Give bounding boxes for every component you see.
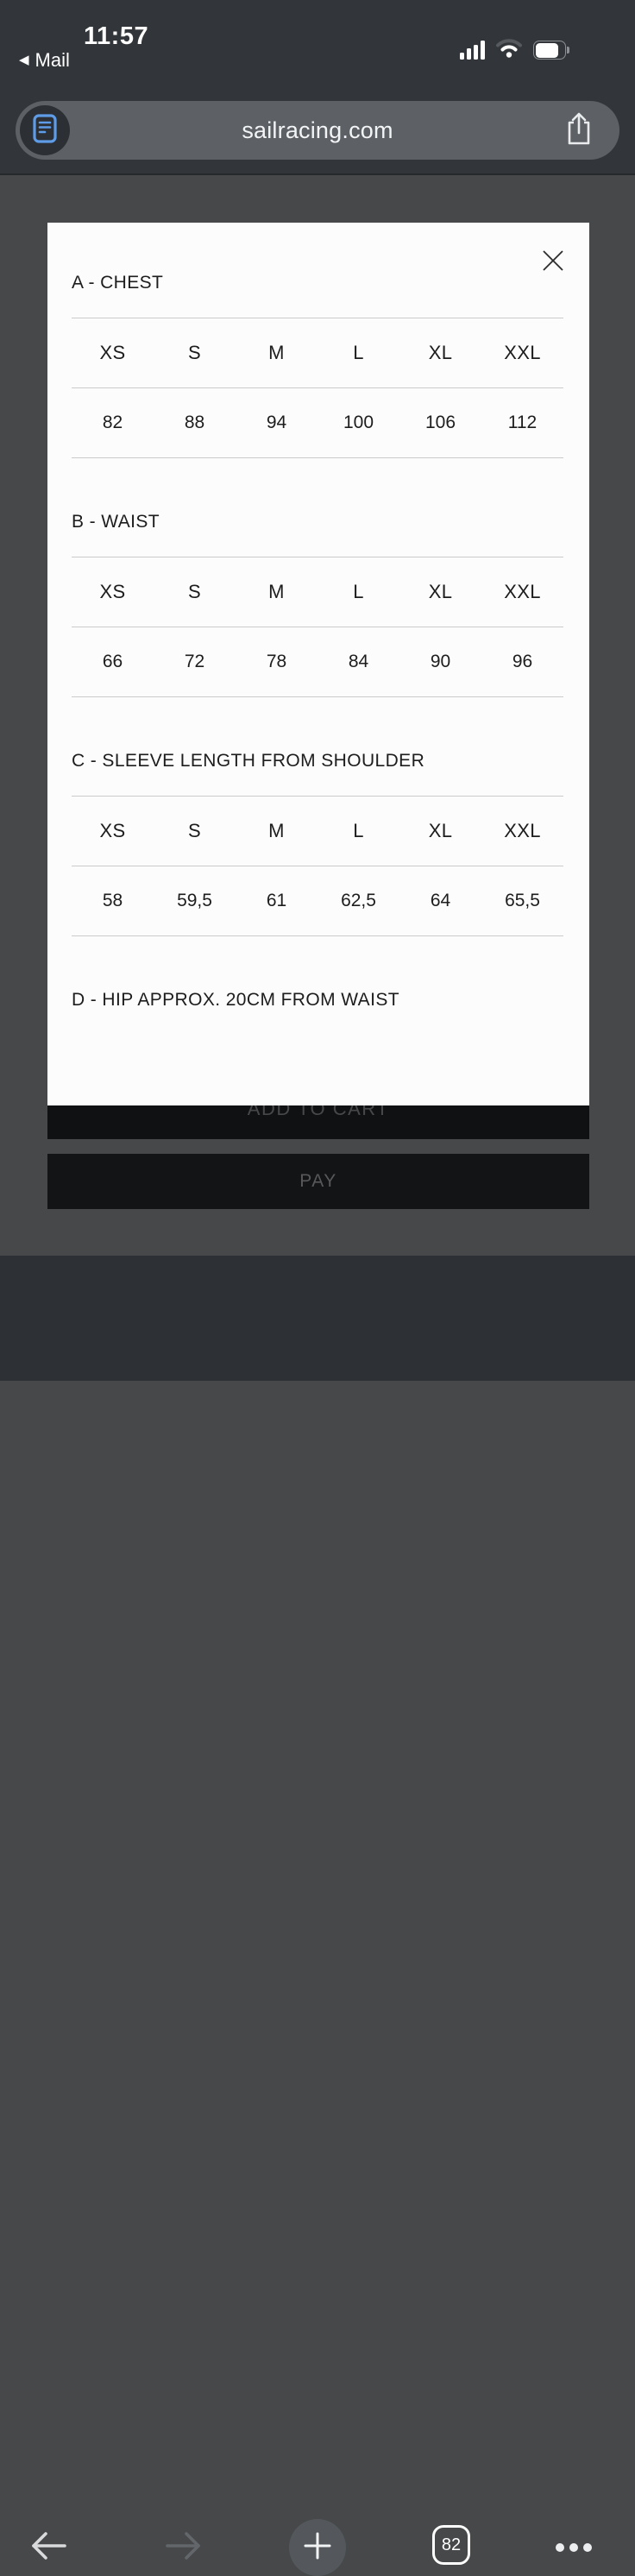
size-value-row: 58 59,5 61 62,5 64 65,5: [72, 866, 563, 936]
close-modal-button[interactable]: [540, 249, 566, 275]
size-label: XL: [428, 342, 453, 363]
size-section: B - WAIST XS S M L XL XXL 66 72 78 84 90 96: [72, 510, 563, 697]
size-label: L: [353, 820, 364, 841]
size-value: 66: [102, 652, 123, 671]
back-arrow-icon: [28, 2527, 70, 2569]
size-label: S: [188, 820, 201, 841]
wifi-icon: [495, 38, 523, 62]
more-options-button[interactable]: [550, 2527, 597, 2568]
size-value: 96: [512, 652, 533, 671]
size-label: XL: [428, 581, 453, 602]
size-value: 61: [266, 891, 287, 910]
section-title: B - WAIST: [72, 512, 160, 532]
size-value-row: 66 72 78 84 90 96: [72, 627, 563, 697]
section-title: A - CHEST: [72, 273, 164, 293]
size-label: M: [268, 342, 285, 363]
size-label: L: [353, 342, 364, 363]
cellular-signal-icon: [460, 41, 485, 60]
back-app-label: Mail: [35, 49, 70, 71]
size-header-row: XS S M L XL XXL: [72, 318, 563, 388]
size-value: 58: [102, 891, 123, 910]
pay-label: PAY: [299, 1171, 337, 1191]
back-to-mail-button[interactable]: ◀ Mail: [19, 49, 70, 72]
size-section: A - CHEST XS S M L XL XXL 82 88 94 100 106 112: [72, 271, 563, 458]
size-label: XXL: [504, 581, 541, 602]
size-value: 112: [507, 413, 538, 432]
size-label: L: [353, 581, 364, 602]
size-value: 88: [184, 413, 205, 432]
url-bar[interactable]: sailracing.com: [16, 101, 619, 160]
browser-toolbar: 82: [0, 1256, 635, 2576]
forward-arrow-icon: [162, 2527, 204, 2569]
size-value: 84: [348, 652, 369, 671]
size-table: XS S M L XL XXL 58 59,5 61 62,5 64 65,5: [72, 796, 563, 936]
size-value: 65,5: [505, 891, 540, 910]
forward-button[interactable]: [162, 2527, 204, 2568]
size-value: 62,5: [341, 891, 376, 910]
size-value: 90: [430, 652, 451, 671]
size-header-row: XS S M L XL XXL: [72, 557, 563, 627]
size-label: M: [268, 820, 285, 841]
size-value-row: 82 88 94 100 106 112: [72, 388, 563, 458]
size-header-row: XS S M L XL XXL: [72, 797, 563, 866]
size-value: 106: [424, 413, 456, 432]
size-label: XS: [99, 820, 126, 841]
pay-button[interactable]: PAY: [47, 1154, 589, 1209]
size-guide-modal: A - CHEST XS S M L XL XXL 82 88 94 100 106 112 B -…: [47, 223, 589, 1105]
size-value: 100: [343, 413, 374, 432]
size-value: 82: [102, 413, 123, 432]
back-button[interactable]: [28, 2527, 70, 2568]
status-time: 11:57: [84, 22, 149, 50]
size-value: 59,5: [177, 891, 212, 910]
back-triangle-icon: ◀: [19, 53, 29, 67]
size-table: XS S M L XL XXL 82 88 94 100 106 112: [72, 318, 563, 458]
size-section: D - HIP APPROX. 20CM FROM WAIST: [72, 988, 563, 1012]
ellipsis-icon: [556, 2543, 564, 2552]
tabs-button[interactable]: 82: [432, 2525, 470, 2565]
battery-icon: [533, 41, 569, 60]
reader-icon: [33, 113, 57, 148]
close-icon: [541, 249, 565, 277]
size-table: XS S M L XL XXL 66 72 78 84 90 96: [72, 557, 563, 697]
status-icons: [460, 38, 569, 62]
size-label: S: [188, 342, 201, 363]
share-icon: [563, 110, 594, 151]
url-text[interactable]: sailracing.com: [242, 117, 393, 143]
share-button[interactable]: [561, 112, 597, 148]
size-label: M: [268, 581, 285, 602]
new-tab-button[interactable]: [289, 2519, 346, 2576]
size-label: S: [188, 581, 201, 602]
reader-view-button[interactable]: [20, 105, 70, 155]
size-value: 72: [184, 652, 205, 671]
size-value: 94: [266, 413, 287, 432]
size-label: XXL: [504, 820, 541, 841]
size-label: XXL: [504, 342, 541, 363]
size-label: XS: [99, 581, 126, 602]
safari-header: 11:57 ◀ Mail: [0, 0, 635, 175]
section-title: C - SLEEVE LENGTH FROM SHOULDER: [72, 751, 425, 771]
size-value: 78: [266, 652, 287, 671]
tab-count-badge: 82: [441, 2535, 462, 2554]
plus-icon: [302, 2530, 333, 2566]
section-title: D - HIP APPROX. 20CM FROM WAIST: [72, 990, 399, 1010]
size-section: C - SLEEVE LENGTH FROM SHOULDER XS S M L XL X…: [72, 749, 563, 936]
size-value: 64: [430, 891, 451, 910]
size-label: XS: [99, 342, 126, 363]
size-label: XL: [428, 820, 453, 841]
size-sections: A - CHEST XS S M L XL XXL 82 88 94 100 106 112 B -…: [47, 271, 589, 1012]
